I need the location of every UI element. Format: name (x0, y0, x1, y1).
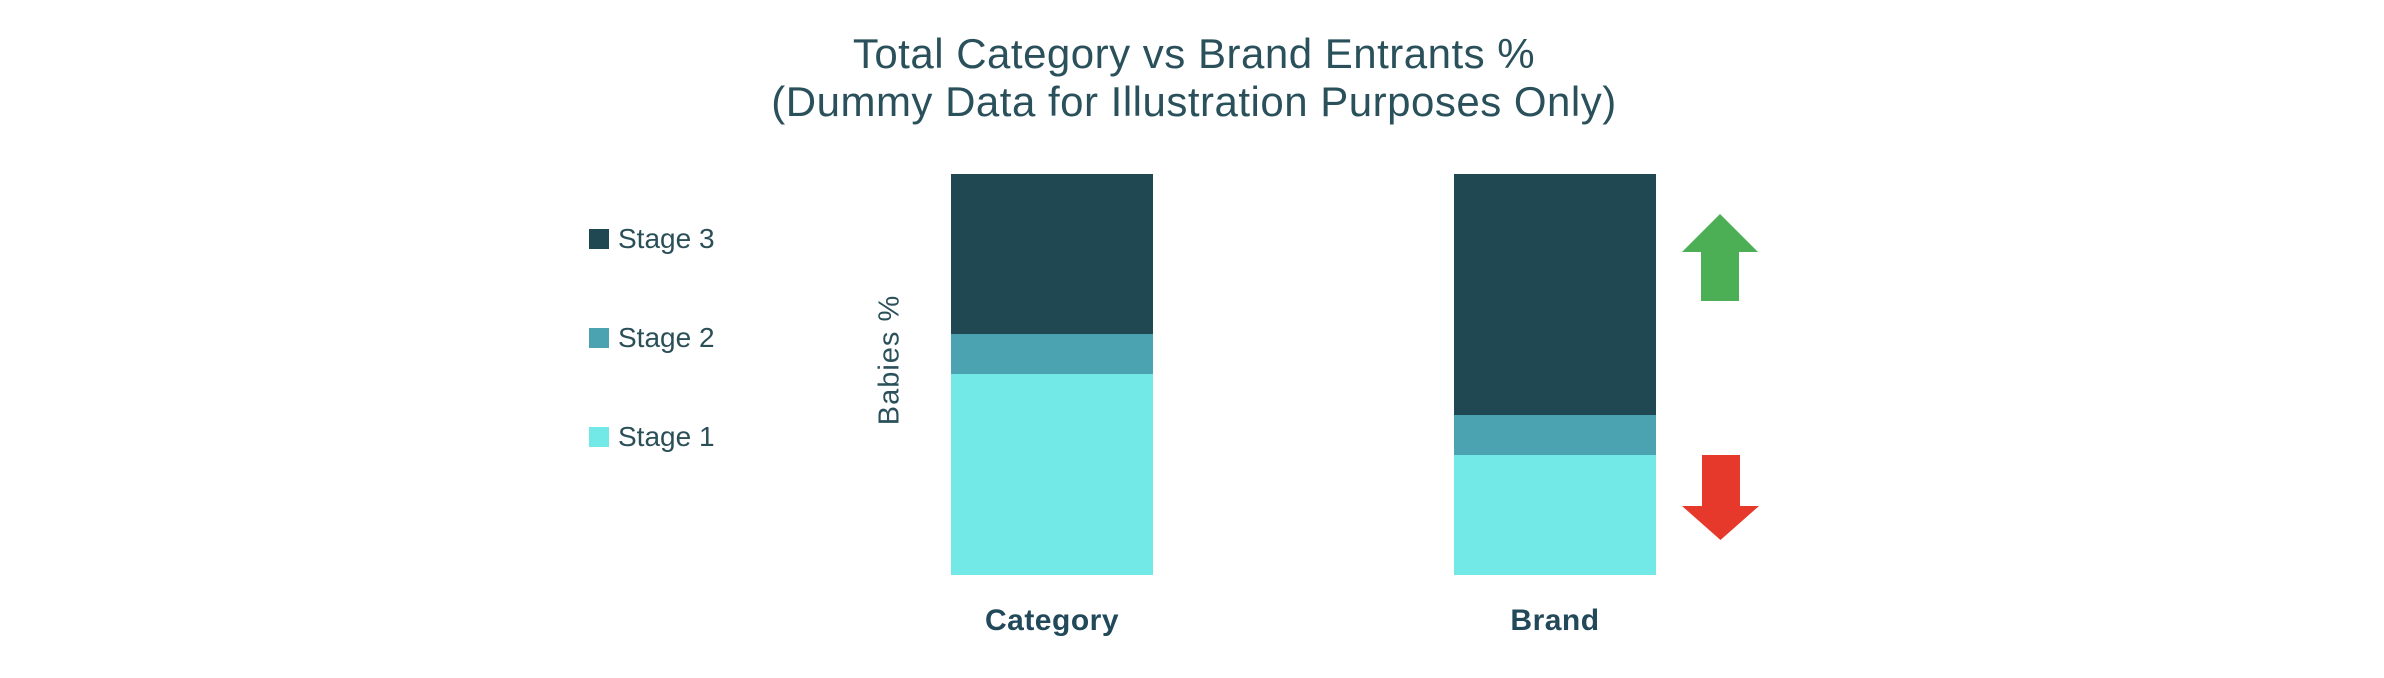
legend-label-stage-3: Stage 3 (618, 223, 715, 254)
bar-segment-stage-2 (951, 334, 1153, 375)
bar-category (951, 174, 1153, 575)
y-axis-label: Babies % (873, 294, 906, 426)
x-label-category: Category (984, 604, 1120, 637)
legend-item-stage-2: Stage 2 (589, 322, 715, 353)
up-arrow-icon (1682, 214, 1758, 301)
chart-title-block: Total Category vs Brand Entrants % (Dumm… (594, 30, 1794, 126)
bar-segment-stage-3 (951, 174, 1153, 335)
legend-item-stage-1: Stage 1 (589, 421, 715, 452)
legend-swatch-stage-3-icon (589, 229, 609, 249)
legend-item-stage-3: Stage 3 (589, 223, 715, 254)
legend-label-stage-2: Stage 2 (618, 322, 715, 353)
legend-swatch-stage-1-icon (589, 427, 609, 447)
bar-segment-stage-1 (1454, 454, 1656, 575)
legend-swatch-stage-2-icon (589, 328, 609, 348)
bar-segment-stage-2 (1454, 414, 1656, 455)
chart-title: Total Category vs Brand Entrants % (852, 30, 1536, 77)
legend-label-stage-1: Stage 1 (618, 421, 715, 452)
bar-segment-stage-3 (1454, 174, 1656, 415)
x-label-brand: Brand (1510, 604, 1600, 637)
chart-subtitle: (Dummy Data for Illustration Purposes On… (771, 78, 1617, 125)
bar-brand (1454, 174, 1656, 575)
bar-segment-stage-1 (951, 374, 1153, 575)
down-arrow-icon (1682, 455, 1759, 540)
